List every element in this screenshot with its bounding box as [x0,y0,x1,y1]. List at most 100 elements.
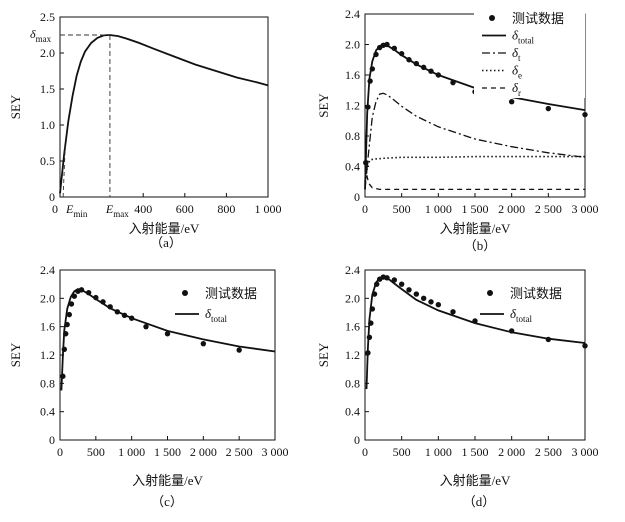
data-point [365,350,371,356]
plot-frame [59,16,269,198]
e-max-main: E [105,202,114,216]
x-tick-label: 400 [134,202,152,216]
data-point [114,309,121,315]
y-axis-label: SEY [316,93,331,118]
y-tick-label: 0 [354,433,360,447]
y-tick-label: 2.4 [345,7,360,21]
data-point [391,45,398,52]
legend-marker-dot [487,290,493,296]
legend-label-delta-r-sub: r [518,88,521,98]
data-point [384,275,390,281]
data-point [428,68,434,74]
data-point [420,295,427,302]
legend-label-measured: 测试数据 [512,11,564,26]
x-tick-label: 1 500 [462,445,489,459]
legend-label-delta-total-sub: total [518,36,534,46]
data-point [435,302,442,308]
data-point [369,306,376,312]
data-point [66,311,73,318]
data-point [371,291,378,297]
panel-caption: （b） [464,238,497,253]
data-point [369,66,376,72]
chart-c: 0 0.4 0.8 1.2 1.6 2.0 2.4 0 500 1 000 1 500 2 000 2 … [8,263,289,509]
data-point [374,281,380,287]
x-tick-label: 3 000 [262,445,289,459]
legend-label-delta-total: δtotal [205,306,228,324]
data-point [373,51,379,58]
y-tick-label: 0.4 [345,160,360,174]
x-tick-label: 1 000 [425,445,452,459]
data-point [582,111,588,118]
x-tick-label: 500 [393,202,411,216]
legend-label-delta-e-main: δ [512,63,519,78]
data-point [236,347,242,353]
data-point [367,78,373,84]
data-point [413,291,420,297]
legend-label-delta-total: δtotal [510,306,533,324]
x-tick-label: 1 000 [255,202,282,216]
data-point [71,293,78,299]
legend-label-delta-total-main: δ [512,28,519,43]
data-point [406,287,412,293]
data-point [508,98,515,105]
data-point [368,320,374,326]
y-tick-label: 1.6 [40,320,55,334]
legend-label-delta-e: δe [512,63,522,81]
y-tick-label: 2.0 [40,46,55,60]
data-point [64,321,70,328]
x-tick-label: 2 000 [190,445,217,459]
series-line-solid [60,288,276,391]
series-line-dotted [364,155,585,182]
data-point [78,287,85,293]
y-axis-label: SEY [8,94,23,119]
data-point [60,373,66,379]
data-point [128,315,135,321]
y-tick-label: 0 [49,433,55,447]
legend-marker-dot [182,290,188,296]
e-max-label: Emax [105,202,129,219]
data-point [107,304,113,310]
legend-label-delta-total: δtotal [512,28,535,46]
x-tick-label: 1 000 [425,202,452,216]
data-point [450,79,456,86]
y-tick-label: 2.0 [345,291,360,305]
data-point [545,336,552,343]
y-axis-label: SEY [8,342,23,367]
data-point [63,331,69,337]
y-tick-label: 0.8 [345,129,360,143]
x-tick-label: 0 [57,445,63,459]
x-axis-label: 入射能量/eV [440,221,511,236]
e-min-guide [62,146,66,198]
x-tick-label: 3 000 [572,445,599,459]
data-point [200,340,207,347]
x-tick-label: 1 500 [154,445,181,459]
data-point [472,318,478,324]
x-tick-label: 500 [87,445,105,459]
data-point [85,289,92,296]
delta-max-sub: max [36,34,52,44]
data-point [508,328,515,334]
series-line-dashdot [364,92,586,190]
y-tick-label: 2.5 [40,10,55,24]
data-point [398,281,405,287]
chart-a: 0 0.5 1.0 1.5 2.0 2.5 400 600 800 1 000 SEY 入射能量/eV… [8,10,282,250]
y-tick-label: 0.4 [40,405,55,419]
x-tick-label: 1 000 [118,445,145,459]
data-point [406,57,412,63]
data-point [143,323,149,330]
data-point [61,346,67,353]
y-tick-label: 0.8 [345,376,360,390]
data-point [100,299,106,305]
x-origin-label: 0 [52,202,58,216]
x-tick-label: 0 [362,445,368,459]
x-tick-label: 2 000 [498,202,525,216]
data-point [384,41,390,48]
legend-label-delta-r: δr [512,80,521,98]
x-tick-label: 2 500 [226,445,253,459]
legend-label-delta-t-main: δ [512,45,519,60]
legend: 测试数据 δtotal [480,286,562,324]
x-tick-label: 3 000 [572,202,599,216]
legend-box [474,8,585,98]
e-min-main: E [65,202,74,216]
